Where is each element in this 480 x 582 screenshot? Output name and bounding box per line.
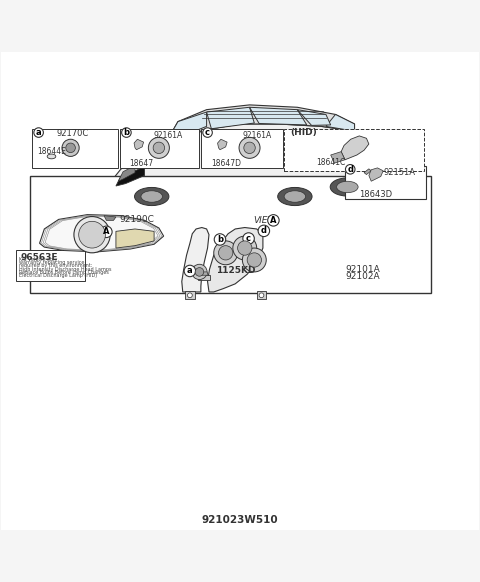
- Circle shape: [34, 128, 43, 137]
- Circle shape: [62, 139, 79, 157]
- Bar: [345, 166, 426, 199]
- Circle shape: [79, 221, 106, 248]
- Text: High Intensity Discharge Head Lamps: High Intensity Discharge Head Lamps: [19, 267, 111, 272]
- Text: b: b: [123, 128, 130, 137]
- Text: 92190C: 92190C: [120, 215, 155, 224]
- Text: 92101A: 92101A: [345, 265, 380, 274]
- Circle shape: [148, 137, 169, 158]
- Text: Electrical Discharge Lamp (HID): Electrical Discharge Lamp (HID): [19, 274, 97, 278]
- Ellipse shape: [141, 191, 162, 202]
- Polygon shape: [364, 169, 371, 175]
- Polygon shape: [118, 165, 135, 181]
- Polygon shape: [207, 228, 263, 292]
- Ellipse shape: [336, 181, 358, 193]
- Circle shape: [218, 246, 233, 260]
- Text: (HID): (HID): [290, 128, 317, 137]
- Polygon shape: [39, 215, 164, 252]
- Text: 18643D: 18643D: [360, 190, 393, 199]
- Text: 921023W510: 921023W510: [202, 515, 278, 525]
- Ellipse shape: [284, 191, 306, 202]
- Bar: [33, 129, 118, 168]
- Circle shape: [268, 215, 279, 226]
- Circle shape: [258, 225, 270, 237]
- Polygon shape: [331, 152, 345, 163]
- Polygon shape: [341, 136, 369, 160]
- Ellipse shape: [330, 178, 364, 196]
- Circle shape: [259, 293, 264, 297]
- Polygon shape: [116, 167, 144, 186]
- Circle shape: [66, 143, 75, 152]
- FancyBboxPatch shape: [16, 250, 85, 282]
- Polygon shape: [116, 229, 154, 248]
- Polygon shape: [326, 115, 355, 131]
- Circle shape: [184, 265, 196, 276]
- Text: b: b: [217, 235, 223, 244]
- Text: a: a: [36, 128, 41, 137]
- Polygon shape: [134, 139, 144, 150]
- Bar: [120, 129, 199, 168]
- Ellipse shape: [47, 154, 56, 159]
- Ellipse shape: [134, 187, 169, 205]
- Circle shape: [203, 128, 212, 137]
- Text: d: d: [261, 226, 267, 235]
- Text: 96563E: 96563E: [21, 253, 58, 262]
- Circle shape: [244, 142, 255, 154]
- Text: A: A: [270, 216, 276, 225]
- Text: d: d: [347, 165, 353, 174]
- Circle shape: [214, 241, 238, 265]
- Text: 1125KD: 1125KD: [216, 267, 256, 275]
- Circle shape: [239, 137, 260, 158]
- Circle shape: [121, 128, 131, 137]
- Text: 92102A: 92102A: [345, 272, 380, 281]
- Text: 92161A: 92161A: [153, 131, 182, 140]
- Text: 18644E: 18644E: [37, 147, 66, 156]
- Polygon shape: [168, 105, 355, 139]
- Polygon shape: [200, 272, 208, 275]
- Text: A: A: [103, 228, 109, 236]
- Text: 18647: 18647: [129, 159, 154, 168]
- Polygon shape: [104, 215, 116, 221]
- Circle shape: [242, 248, 266, 272]
- Bar: [30, 176, 431, 293]
- Bar: [201, 129, 283, 168]
- Circle shape: [188, 293, 192, 297]
- Circle shape: [247, 253, 262, 267]
- Text: 18641C: 18641C: [316, 158, 346, 166]
- Text: required by this environment:: required by this environment:: [19, 263, 93, 268]
- Polygon shape: [250, 107, 307, 125]
- Circle shape: [153, 142, 165, 154]
- Polygon shape: [297, 109, 331, 125]
- Text: warranty replacing service: warranty replacing service: [19, 260, 84, 265]
- Text: 18647D: 18647D: [211, 159, 241, 168]
- Bar: [257, 290, 266, 299]
- Circle shape: [195, 268, 204, 276]
- Text: Kia vehicle only: Kia vehicle only: [19, 257, 58, 262]
- Bar: [185, 290, 195, 299]
- Circle shape: [74, 217, 110, 253]
- Text: 92151A: 92151A: [383, 168, 415, 177]
- FancyBboxPatch shape: [284, 129, 424, 171]
- Text: Replace Bulbs Before Lamp Changes: Replace Bulbs Before Lamp Changes: [19, 270, 109, 275]
- Polygon shape: [168, 112, 206, 139]
- Circle shape: [346, 165, 355, 174]
- Polygon shape: [217, 139, 227, 150]
- Polygon shape: [182, 228, 209, 292]
- Text: VIEW: VIEW: [253, 216, 277, 225]
- Circle shape: [192, 264, 207, 279]
- Polygon shape: [369, 168, 383, 181]
- Ellipse shape: [278, 187, 312, 205]
- Circle shape: [243, 233, 254, 244]
- Bar: [199, 275, 210, 280]
- Polygon shape: [111, 124, 393, 196]
- Text: a: a: [187, 267, 192, 275]
- Circle shape: [238, 241, 252, 255]
- Circle shape: [214, 234, 226, 245]
- Text: c: c: [205, 128, 210, 137]
- Text: 92170C: 92170C: [56, 129, 88, 138]
- Circle shape: [233, 236, 257, 260]
- Polygon shape: [206, 107, 254, 129]
- Text: c: c: [246, 234, 251, 243]
- Circle shape: [101, 226, 112, 237]
- Text: 92161A: 92161A: [242, 131, 272, 140]
